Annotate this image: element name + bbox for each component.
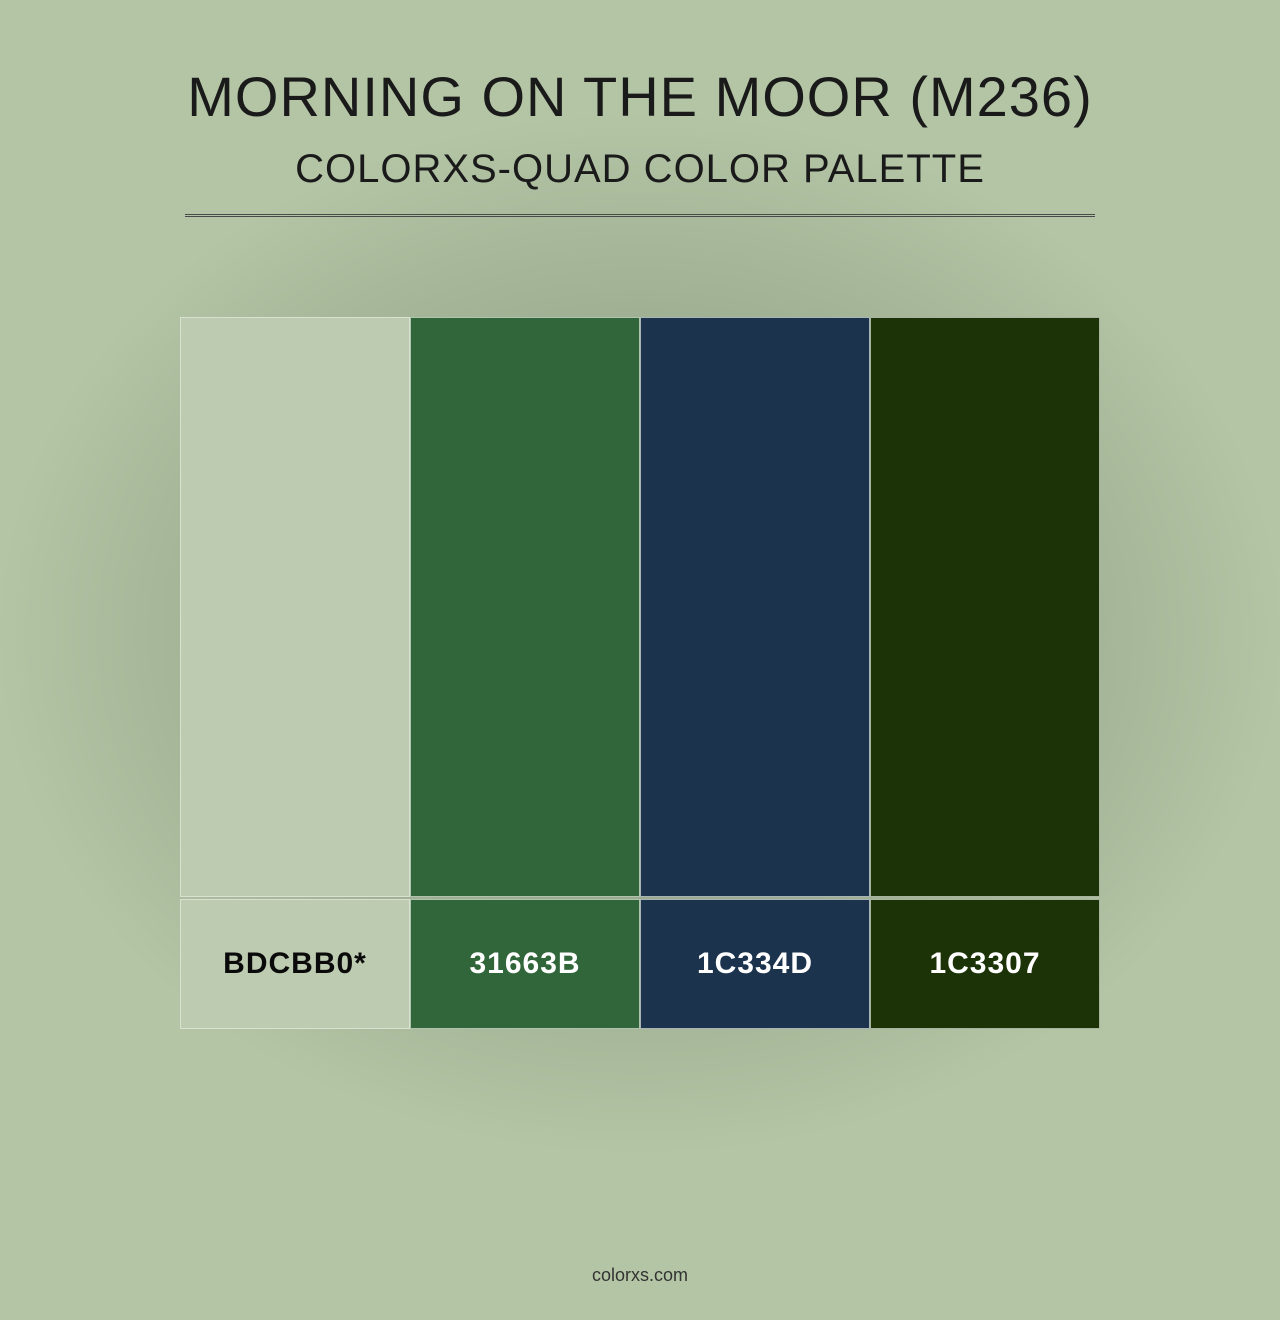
label-cell-1: 31663B <box>410 899 640 1029</box>
palette-subtitle: COLORXS-QUAD COLOR PALETTE <box>295 147 985 192</box>
page-container: MORNING ON THE MOOR (M236) COLORXS-QUAD … <box>0 0 1280 1320</box>
palette-title: MORNING ON THE MOOR (M236) <box>187 64 1092 129</box>
swatch-2 <box>640 317 870 897</box>
label-cell-3: 1C3307 <box>870 899 1100 1029</box>
swatch-label-2: 1C334D <box>697 947 813 981</box>
swatch-label-1: 31663B <box>469 947 580 981</box>
swatch-3 <box>870 317 1100 897</box>
swatch-label-0: BDCBB0* <box>223 947 367 981</box>
label-cell-2: 1C334D <box>640 899 870 1029</box>
swatch-label-3: 1C3307 <box>929 947 1040 981</box>
swatch-1 <box>410 317 640 897</box>
label-cell-0: BDCBB0* <box>180 899 410 1029</box>
swatch-row <box>180 317 1100 897</box>
swatch-0 <box>180 317 410 897</box>
palette: BDCBB0* 31663B 1C334D 1C3307 <box>180 317 1100 1029</box>
footer-credit: colorxs.com <box>0 1265 1280 1286</box>
divider-rule <box>185 214 1095 217</box>
label-row: BDCBB0* 31663B 1C334D 1C3307 <box>180 899 1100 1029</box>
